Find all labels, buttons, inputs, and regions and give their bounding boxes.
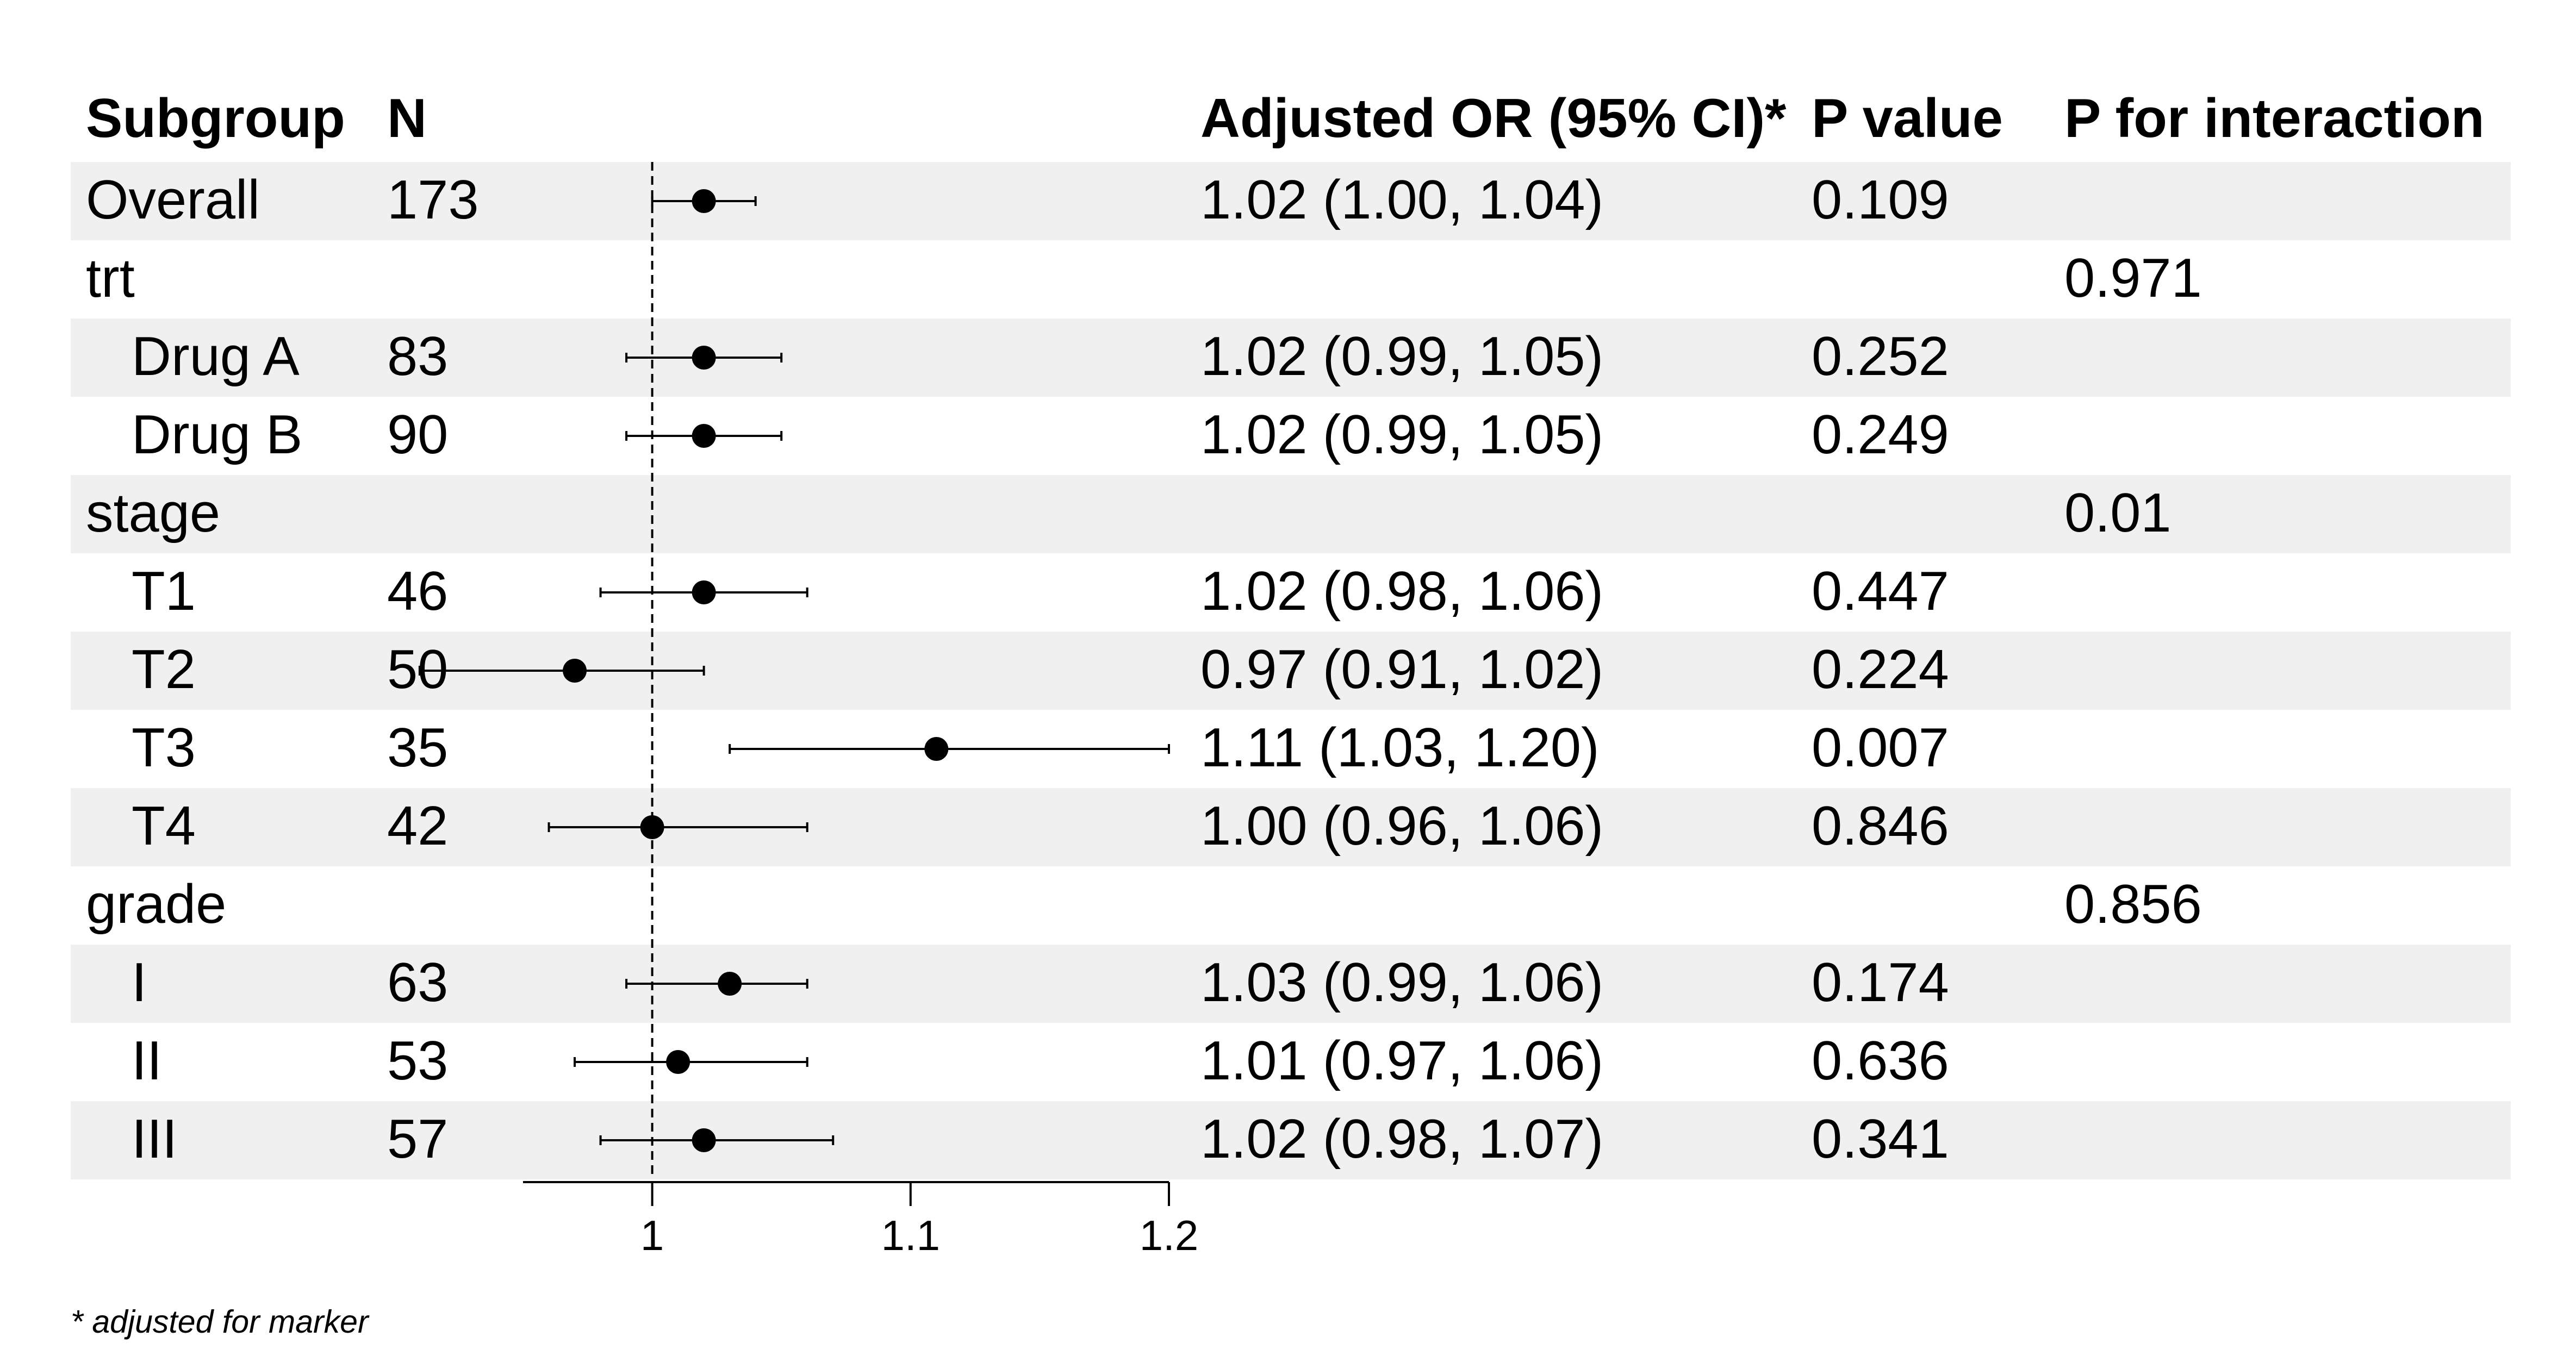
p-value: 0.174 (1812, 952, 1949, 1013)
or-ci-value: 1.02 (0.98, 1.07) (1200, 1109, 1603, 1170)
footnote: * adjusted for marker (71, 1304, 370, 1340)
subgroup-label: II (132, 1030, 162, 1091)
row-bands (71, 162, 2511, 1179)
p-value: 0.007 (1812, 717, 1949, 778)
column-headers: Subgroup N Adjusted OR (95% CI)* P value… (86, 88, 2485, 149)
n-value: 90 (387, 404, 448, 465)
estimate-point (924, 737, 949, 761)
estimate-point (563, 659, 587, 683)
x-tick-label: 1 (640, 1211, 664, 1259)
subgroup-label: T4 (132, 796, 196, 857)
or-ci-value: 1.03 (0.99, 1.06) (1200, 952, 1603, 1013)
estimate-point (692, 189, 716, 213)
subgroup-label: Drug A (132, 326, 300, 387)
header-p-interaction: P for interaction (2064, 88, 2485, 149)
row-band (71, 945, 2511, 1023)
n-value: 83 (387, 326, 448, 387)
x-tick-label: 1.1 (881, 1211, 940, 1259)
or-ci-value: 1.11 (1.03, 1.20) (1200, 717, 1600, 778)
subgroup-label: trt (86, 248, 135, 309)
subgroup-label: grade (86, 874, 226, 935)
subgroup-label: Overall (86, 170, 260, 230)
subgroup-label: T1 (132, 561, 196, 622)
or-ci-value: 0.97 (0.91, 1.02) (1200, 639, 1603, 700)
estimate-point (666, 1050, 690, 1074)
x-tick-label: 1.2 (1140, 1211, 1198, 1259)
row-band (71, 1101, 2511, 1179)
or-ci-value: 1.02 (0.99, 1.05) (1200, 326, 1603, 387)
n-value: 57 (387, 1109, 448, 1170)
or-ci-value: 1.02 (0.99, 1.05) (1200, 404, 1603, 465)
or-ci-value: 1.02 (1.00, 1.04) (1200, 170, 1603, 230)
subgroup-label: T3 (132, 717, 196, 778)
estimate-point (692, 580, 716, 604)
subgroup-label: I (132, 952, 147, 1013)
p-value: 0.252 (1812, 326, 1949, 387)
row-band (71, 162, 2511, 240)
estimate-marks (418, 189, 1170, 1152)
or-ci-value: 1.02 (0.98, 1.06) (1200, 561, 1603, 622)
x-axis: 1 1.1 1.2 (523, 1181, 1198, 1259)
n-value: 63 (387, 952, 448, 1013)
estimate-point (692, 424, 716, 448)
n-value: 50 (387, 639, 448, 700)
estimate-point (640, 815, 664, 839)
p-interaction-value: 0.856 (2064, 874, 2202, 935)
subgroup-label: III (132, 1109, 177, 1170)
subgroup-label: Drug B (132, 404, 302, 465)
subgroup-label: T2 (132, 639, 196, 700)
header-p-value: P value (1812, 88, 2003, 149)
row-band (71, 475, 2511, 553)
n-value: 53 (387, 1030, 448, 1091)
p-value: 0.846 (1812, 796, 1949, 857)
or-ci-value: 1.00 (0.96, 1.06) (1200, 796, 1603, 857)
n-value: 46 (387, 561, 448, 622)
row-band (71, 788, 2511, 866)
subgroup-label: stage (86, 483, 220, 543)
p-value: 0.636 (1812, 1030, 1949, 1091)
row-band (71, 318, 2511, 397)
or-ci-value: 1.01 (0.97, 1.06) (1200, 1030, 1603, 1091)
p-interaction-value: 0.01 (2064, 483, 2171, 543)
p-value: 0.447 (1812, 561, 1949, 622)
table-cells: Overall 173 1.02 (1.00, 1.04) 0.109 trt 0.971… (86, 170, 2202, 1170)
p-value: 0.249 (1812, 404, 1949, 465)
estimate-point (692, 1128, 716, 1152)
n-value: 173 (387, 170, 479, 230)
p-value: 0.341 (1812, 1109, 1949, 1170)
p-value: 0.109 (1812, 170, 1949, 230)
header-adjusted-or: Adjusted OR (95% CI)* (1200, 88, 1787, 149)
n-value: 42 (387, 796, 448, 857)
p-value: 0.224 (1812, 639, 1949, 700)
estimate-point (692, 346, 716, 370)
header-subgroup: Subgroup (86, 88, 345, 149)
p-interaction-value: 0.971 (2064, 248, 2202, 309)
header-n: N (387, 88, 427, 149)
estimate-point (718, 972, 742, 996)
n-value: 35 (387, 717, 448, 778)
